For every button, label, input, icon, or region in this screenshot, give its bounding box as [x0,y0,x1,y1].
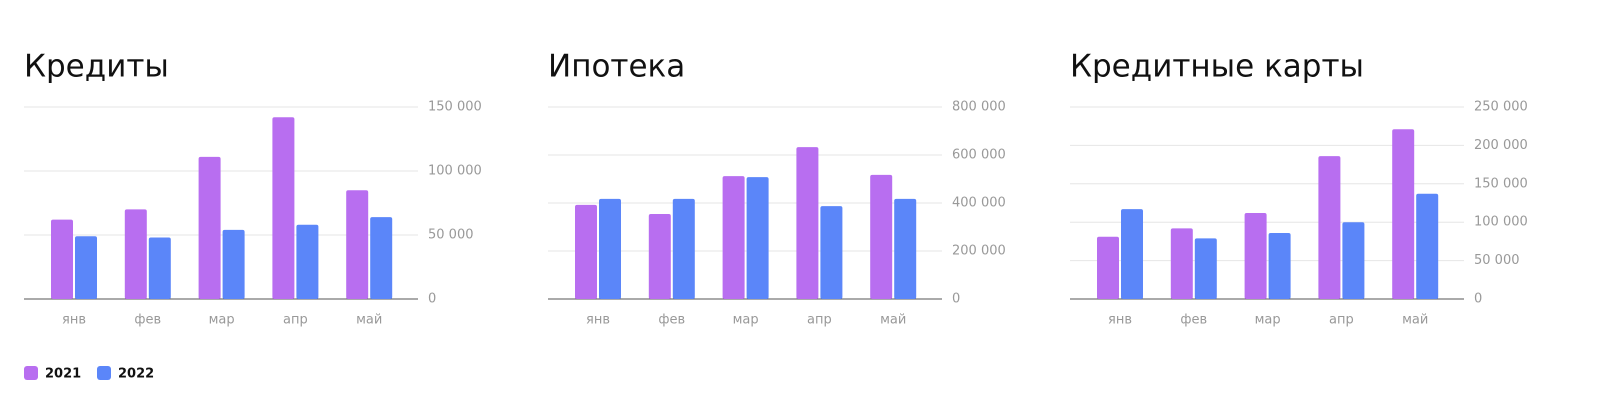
x-tick-label: янв [586,313,610,328]
chart-title: Кредиты [24,49,169,85]
bar [722,176,745,299]
y-tick-label: 0 [428,292,436,307]
bar [746,177,769,299]
x-tick-label: фев [658,313,685,328]
x-tick-label: мар [733,313,759,328]
x-tick-label: май [356,313,382,328]
y-tick-label: 50 000 [428,228,474,243]
y-tick-label: 250 000 [1474,100,1528,115]
y-tick-label: 100 000 [1474,215,1528,230]
bar [51,219,73,299]
x-tick-label: май [880,313,906,328]
legend-swatch [97,366,111,380]
y-tick-label: 600 000 [952,148,1006,163]
y-tick-label: 150 000 [1474,176,1528,191]
bar [222,229,245,299]
bar [370,217,393,299]
x-tick-label: апр [283,313,308,328]
bar [346,190,369,299]
y-tick-label: 0 [952,292,960,307]
x-tick-label: апр [807,313,832,328]
bar [1170,228,1193,299]
x-tick-label: май [1402,313,1428,328]
bar [75,236,97,299]
bar [1318,156,1341,299]
y-tick-label: 200 000 [1474,138,1528,153]
x-tick-label: фев [1180,313,1207,328]
bar [272,117,295,300]
bar [1121,209,1143,299]
bar [296,224,319,299]
bar [648,214,671,299]
bar [1416,193,1439,299]
x-tick-label: янв [1108,313,1132,328]
bar [894,198,917,299]
bar [1194,238,1217,299]
bar [1392,129,1415,299]
bar [1342,222,1365,299]
bar [1268,232,1291,299]
chart-title: Ипотека [548,49,685,85]
legend-swatch [24,366,38,380]
y-tick-label: 200 000 [952,244,1006,259]
bar [870,174,893,299]
bar [820,206,843,299]
bar [796,147,819,299]
y-tick-label: 50 000 [1474,253,1520,268]
x-tick-label: мар [209,313,235,328]
x-tick-label: янв [62,313,86,328]
bar [575,204,597,299]
bar [124,209,147,299]
x-tick-label: апр [1329,313,1354,328]
y-tick-label: 800 000 [952,100,1006,115]
bar [1244,212,1267,299]
chart-title: Кредитные карты [1070,49,1364,85]
bar [672,198,695,299]
y-tick-label: 400 000 [952,196,1006,211]
x-tick-label: фев [134,313,161,328]
y-tick-label: 0 [1474,292,1482,307]
bar [198,156,221,299]
legend-label: 2022 [118,367,154,382]
bar [148,237,171,299]
y-tick-label: 100 000 [428,164,482,179]
legend-label: 2021 [45,367,81,382]
x-tick-label: мар [1255,313,1281,328]
bar [599,198,621,299]
bar [1097,236,1119,299]
y-tick-label: 150 000 [428,100,482,115]
